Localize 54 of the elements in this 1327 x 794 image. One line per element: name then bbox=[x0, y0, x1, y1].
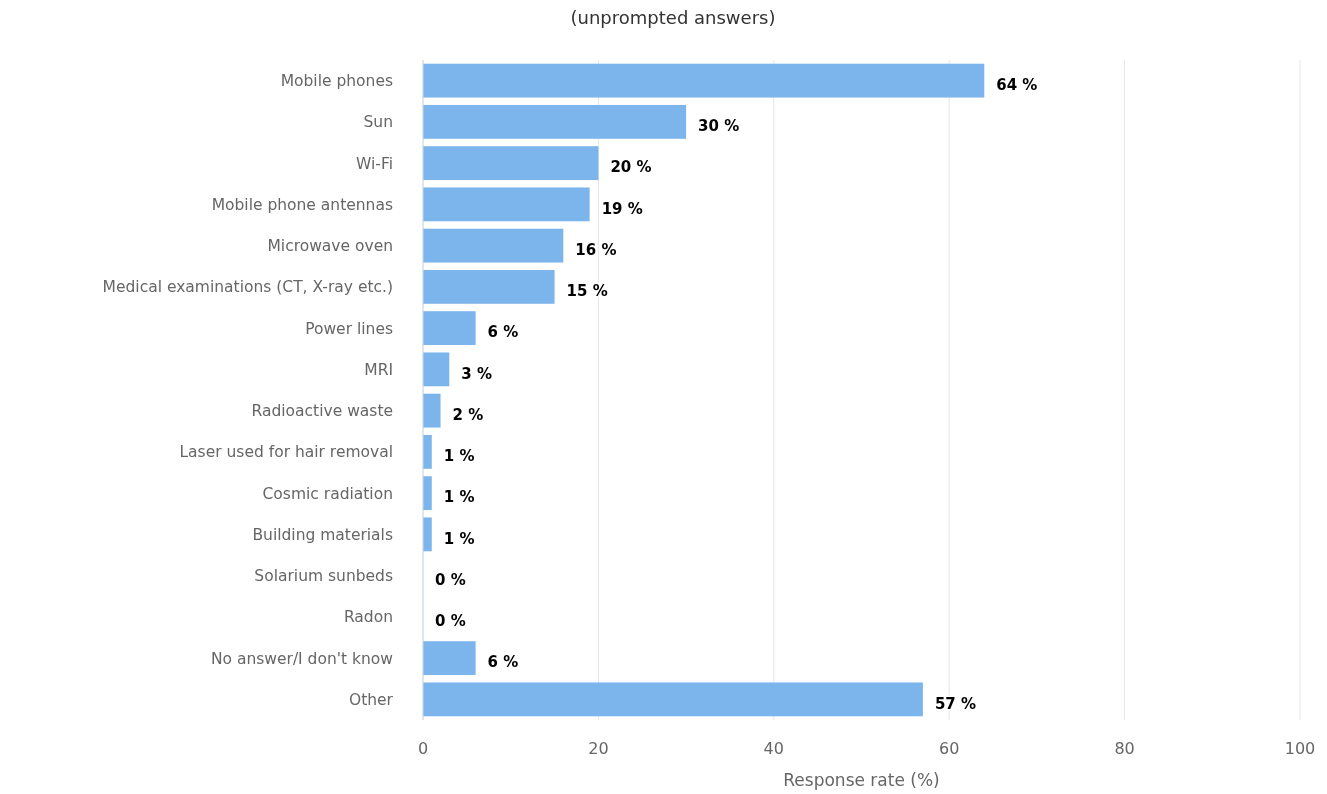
bar bbox=[423, 434, 432, 469]
x-tick-label: 20 bbox=[588, 738, 609, 758]
y-tick-label: Wi-Fi bbox=[356, 154, 393, 173]
y-tick-label: Other bbox=[348, 690, 394, 709]
bar bbox=[423, 393, 441, 428]
data-label: 57 % bbox=[934, 694, 977, 713]
x-tick-label: 40 bbox=[763, 738, 784, 758]
x-tick-label: 60 bbox=[939, 738, 960, 758]
bar bbox=[423, 269, 555, 304]
data-label: 6 % bbox=[487, 653, 519, 672]
x-tick-label: 80 bbox=[1114, 738, 1135, 758]
data-label: 0 % bbox=[435, 612, 466, 631]
y-tick-label: Sun bbox=[363, 113, 393, 132]
x-tick-label: 100 bbox=[1284, 738, 1316, 758]
y-tick-label: Medical examinations (CT, X-ray etc.) bbox=[102, 278, 393, 297]
bar bbox=[423, 352, 450, 387]
y-tick-label: MRI bbox=[364, 360, 393, 379]
y-tick-label: No answer/I don't know bbox=[210, 649, 394, 668]
y-tick-label: Building materials bbox=[252, 525, 393, 544]
data-label: 16 % bbox=[575, 240, 617, 259]
chart-title: (unprompted answers) bbox=[570, 7, 776, 29]
data-label: 6 % bbox=[487, 323, 519, 342]
bar bbox=[423, 104, 687, 139]
y-tick-label: Laser used for hair removal bbox=[179, 443, 393, 462]
data-label: 20 % bbox=[610, 158, 652, 177]
data-label: 1 % bbox=[443, 488, 475, 507]
bar bbox=[423, 641, 476, 676]
data-label: 2 % bbox=[452, 405, 484, 424]
y-tick-label: Solarium sunbeds bbox=[254, 567, 393, 586]
y-tick-label: Radioactive waste bbox=[251, 402, 393, 421]
bar bbox=[423, 63, 985, 98]
bar bbox=[423, 517, 432, 552]
y-tick-label: Microwave oven bbox=[267, 237, 393, 256]
bar bbox=[423, 187, 590, 222]
bar bbox=[423, 682, 923, 717]
bar bbox=[423, 228, 564, 263]
bar bbox=[423, 476, 432, 511]
y-tick-label: Radon bbox=[343, 608, 393, 627]
y-tick-label: Power lines bbox=[305, 319, 393, 338]
y-tick-label: Cosmic radiation bbox=[262, 484, 393, 503]
y-tick-label: Mobile phones bbox=[280, 72, 393, 91]
data-label: 64 % bbox=[996, 75, 1038, 94]
data-label: 1 % bbox=[443, 529, 475, 548]
data-label: 19 % bbox=[601, 199, 643, 218]
bar bbox=[423, 146, 599, 181]
x-tick-label: 0 bbox=[417, 738, 429, 758]
data-label: 15 % bbox=[566, 282, 608, 301]
y-tick-label: Mobile phone antennas bbox=[211, 195, 393, 214]
data-label: 30 % bbox=[698, 117, 740, 136]
data-label: 0 % bbox=[435, 570, 466, 589]
x-axis-title: Response rate (%) bbox=[783, 769, 940, 790]
data-label: 3 % bbox=[461, 364, 493, 383]
data-label: 1 % bbox=[443, 447, 475, 466]
bar bbox=[423, 311, 476, 346]
